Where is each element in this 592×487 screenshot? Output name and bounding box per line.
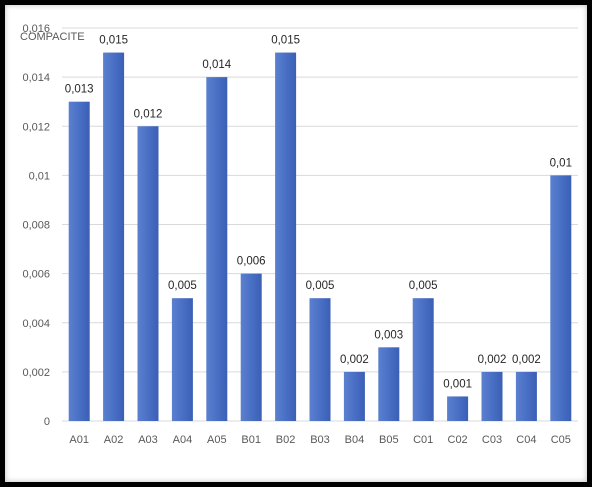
y-axis-label: COMPACITE — [20, 31, 85, 43]
data-label: 0,01 — [550, 157, 572, 169]
x-tick-label: B05 — [379, 434, 399, 446]
data-label: 0,005 — [168, 280, 197, 292]
x-tick-label: A04 — [173, 434, 193, 446]
bar-a01 — [68, 101, 90, 421]
y-tick-label: 0,01 — [29, 170, 50, 182]
bar-a03 — [137, 126, 159, 421]
data-label: 0,002 — [478, 354, 507, 366]
x-tick-label: A03 — [138, 434, 158, 446]
data-label: 0,012 — [134, 108, 163, 120]
data-label: 0,014 — [202, 59, 231, 71]
y-tick-label: 0,016 — [22, 23, 50, 35]
bar-c05 — [550, 175, 572, 421]
bar-b05 — [378, 347, 400, 421]
bar-b02 — [275, 52, 297, 421]
data-label: 0,005 — [306, 280, 335, 292]
bar-a04 — [171, 298, 193, 421]
bars — [68, 52, 572, 421]
bar-b03 — [309, 298, 331, 421]
y-tick-label: 0,006 — [22, 269, 50, 281]
x-axis-ticks: A01 A02 A03 A04 A05 B01 B02 B03 B04 B05 C01 C02 C03 C… — [69, 434, 570, 446]
x-tick-label: C01 — [413, 434, 433, 446]
bar-c02 — [447, 396, 469, 421]
data-labels: 0,013 0,015 0,012 0,005 0,014 0,006 0,015 0,005… — [65, 35, 572, 391]
bar-b04 — [343, 371, 365, 421]
data-label: 0,003 — [374, 329, 403, 341]
y-axis-ticks: 0 0,002 0,004 0,006 0,008 0,01 0,012 0,014 0,016 — [22, 23, 50, 428]
x-tick-label: B03 — [310, 434, 330, 446]
bar-b01 — [240, 273, 262, 421]
data-label: 0,005 — [409, 280, 438, 292]
x-tick-label: A02 — [104, 434, 124, 446]
y-tick-label: 0,004 — [22, 318, 50, 330]
data-label: 0,013 — [65, 84, 94, 96]
data-label: 0,002 — [512, 354, 541, 366]
x-tick-label: A01 — [69, 434, 89, 446]
x-tick-label: C02 — [448, 434, 468, 446]
bar-a05 — [206, 77, 228, 421]
x-tick-label: B02 — [276, 434, 296, 446]
y-tick-label: 0,014 — [22, 72, 50, 84]
data-label: 0,002 — [340, 354, 369, 366]
data-label: 0,001 — [443, 378, 472, 390]
y-tick-label: 0,008 — [22, 220, 50, 232]
y-tick-label: 0,012 — [22, 121, 50, 133]
bar-c03 — [481, 371, 503, 421]
x-tick-label: B01 — [241, 434, 261, 446]
bar-c01 — [412, 298, 434, 421]
x-tick-label: C04 — [516, 434, 536, 446]
data-label: 0,015 — [271, 35, 300, 47]
x-tick-label: C05 — [551, 434, 571, 446]
bar-c04 — [515, 371, 537, 421]
y-tick-label: 0,002 — [22, 367, 50, 379]
y-tick-label: 0 — [44, 416, 50, 428]
bar-a02 — [103, 52, 125, 421]
data-label: 0,015 — [99, 35, 128, 47]
data-label: 0,006 — [237, 256, 266, 268]
x-tick-label: A05 — [207, 434, 227, 446]
x-tick-label: C03 — [482, 434, 502, 446]
x-tick-label: B04 — [345, 434, 365, 446]
